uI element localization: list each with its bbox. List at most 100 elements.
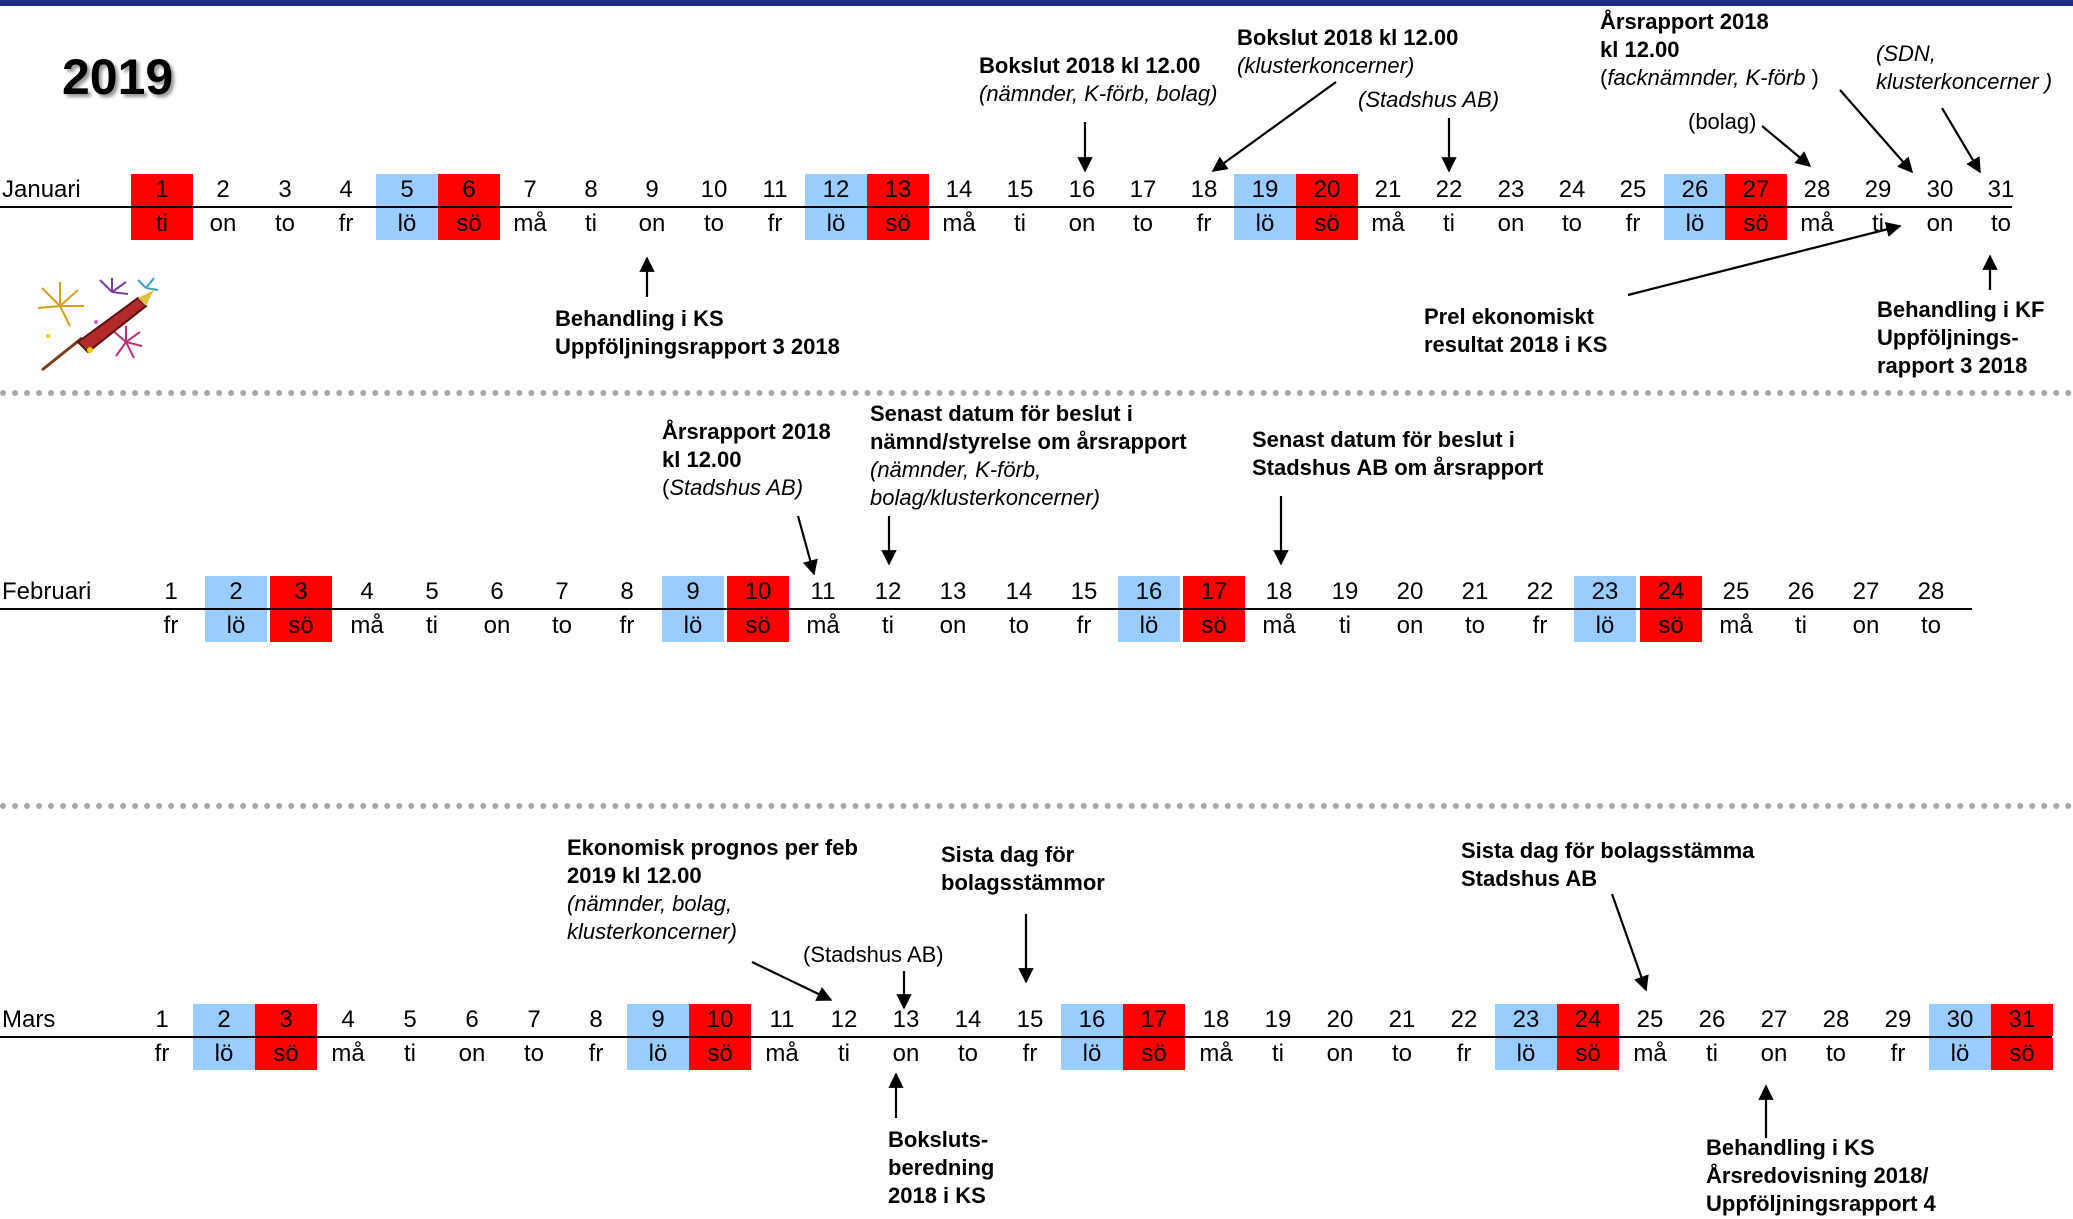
weekday-label: sö	[689, 1038, 751, 1070]
annotation-line: Årsredovisning 2018/	[1706, 1163, 1929, 1188]
day-number: 26	[1787, 578, 1815, 605]
annotation-line: Uppföljningsrapport 4	[1706, 1191, 1936, 1216]
annotation-bracket: (	[662, 475, 670, 500]
day-number: 12	[805, 174, 867, 206]
arrow	[1211, 81, 1337, 172]
weekday-label: sö	[1557, 1038, 1619, 1070]
annotation-title: Ekonomisk prognos per feb	[567, 835, 858, 860]
annotation-mar-12: Ekonomisk prognos per feb 2019 kl 12.00 …	[567, 834, 858, 946]
annotation-title: Bokslut 2018 kl 12.00	[1237, 25, 1459, 50]
arrow	[1610, 893, 1649, 992]
annotation-title: Bokslut 2018 kl 12.00	[979, 53, 1201, 78]
day-number: 26	[1664, 174, 1726, 206]
weekday-label: lö	[1061, 1038, 1123, 1070]
weekday-label: on	[209, 210, 237, 237]
annotation-line: beredning	[888, 1155, 995, 1180]
day-number: 30	[1929, 1004, 1991, 1036]
day-number: 10	[700, 176, 728, 203]
weekday-label: to	[1920, 612, 1941, 639]
weekday-label: on	[939, 612, 967, 639]
day-number: 27	[1760, 1006, 1788, 1033]
day-number: 25	[1636, 1006, 1664, 1033]
weekday-label: ti	[585, 210, 597, 237]
day-number: 25	[1619, 176, 1647, 203]
weekday-label: on	[1068, 210, 1096, 237]
annotation-title: Stadshus AB om årsrapport	[1252, 455, 1544, 480]
day-number: 19	[1264, 1006, 1292, 1033]
weekday-label: må	[1371, 210, 1405, 237]
annotation-line: Behandling i KS	[555, 306, 724, 331]
annotation-jan-29: Prel ekonomiskt resultat 2018 i KS	[1424, 303, 1607, 359]
day-number: 5	[376, 174, 438, 206]
day-number: 25	[1722, 578, 1750, 605]
weekday-label: fr	[588, 1040, 604, 1067]
day-number: 2	[205, 576, 267, 608]
weekday-label: må	[765, 1040, 799, 1067]
day-number: 30	[1926, 176, 1954, 203]
annotation-note: klusterkoncerner )	[1876, 69, 2053, 94]
annotation-title: bolagsstämmor	[941, 870, 1105, 895]
day-number: 24	[1557, 1004, 1619, 1036]
weekday-label: fr	[163, 612, 179, 639]
weekday-label: on	[1760, 1040, 1788, 1067]
weekday-label: to	[1990, 210, 2011, 237]
annotation-feb-11: Årsrapport 2018 kl 12.00 (Stadshus AB)	[662, 418, 831, 502]
annotation-jan-18: Bokslut 2018 kl 12.00 (klusterkoncerner)	[1237, 24, 1458, 80]
weekday-label: ti	[131, 208, 193, 240]
day-number: 4	[360, 578, 374, 605]
day-number: 6	[465, 1006, 479, 1033]
annotation-note: (nämnder, K-förb,	[870, 457, 1042, 482]
weekday-label: ti	[426, 612, 438, 639]
day-number: 1	[155, 1006, 169, 1033]
day-number: 28	[1803, 176, 1831, 203]
weekday-label: lö	[805, 208, 867, 240]
weekday-label: lö	[1495, 1038, 1557, 1070]
day-number: 12	[830, 1006, 858, 1033]
day-number: 20	[1396, 578, 1424, 605]
weekday-label: on	[1396, 612, 1424, 639]
section-divider	[0, 390, 2073, 396]
weekday-label: fr	[1625, 210, 1641, 237]
weekday-label: to	[1132, 210, 1153, 237]
annotation-title: kl 12.00	[1600, 37, 1680, 62]
weekday-label: lö	[1664, 208, 1726, 240]
weekday-label: må	[1262, 612, 1296, 639]
weekday-label: on	[892, 1040, 920, 1067]
day-number: 16	[1068, 176, 1096, 203]
annotation-title: Sista dag för bolagsstämma	[1461, 838, 1755, 863]
year-title: 2019	[62, 49, 174, 105]
month-divider-line	[0, 1036, 2052, 1038]
weekday-label: sö	[438, 208, 500, 240]
arrow	[796, 515, 818, 576]
day-number: 20	[1326, 1006, 1354, 1033]
weekday-label: lö	[1929, 1038, 1991, 1070]
annotation-title: Sista dag för	[941, 842, 1075, 867]
weekday-label: må	[942, 210, 976, 237]
weekday-label: fr	[338, 210, 354, 237]
weekday-label: ti	[1339, 612, 1351, 639]
weekday-label: to	[1008, 612, 1029, 639]
day-number: 11	[810, 578, 836, 605]
day-number: 17	[1129, 176, 1157, 203]
weekday-label: lö	[662, 610, 724, 642]
day-number: 5	[403, 1006, 417, 1033]
annotation-jan-16: Bokslut 2018 kl 12.00 (nämnder, K-förb, …	[979, 52, 1217, 108]
weekday-label: on	[458, 1040, 486, 1067]
day-number: 22	[1526, 578, 1554, 605]
day-number: 15	[1070, 578, 1098, 605]
day-number: 10	[727, 576, 789, 608]
weekday-label: ti	[838, 1040, 850, 1067]
weekday-label: on	[483, 612, 511, 639]
annotation-title: Senast datum för beslut i	[870, 401, 1133, 426]
weekday-label: ti	[1272, 1040, 1284, 1067]
weekday-label: to	[1391, 1040, 1412, 1067]
day-number: 17	[1123, 1004, 1185, 1036]
annotation-line: rapport 3 2018	[1877, 353, 2028, 378]
day-number: 22	[1435, 176, 1463, 203]
day-number: 31	[1991, 1004, 2053, 1036]
day-number: 24	[1640, 576, 1702, 608]
weekday-label: sö	[1725, 208, 1787, 240]
weekday-label: lö	[1574, 610, 1636, 642]
weekday-label: fr	[1022, 1040, 1038, 1067]
month-label: Januari	[2, 176, 81, 203]
